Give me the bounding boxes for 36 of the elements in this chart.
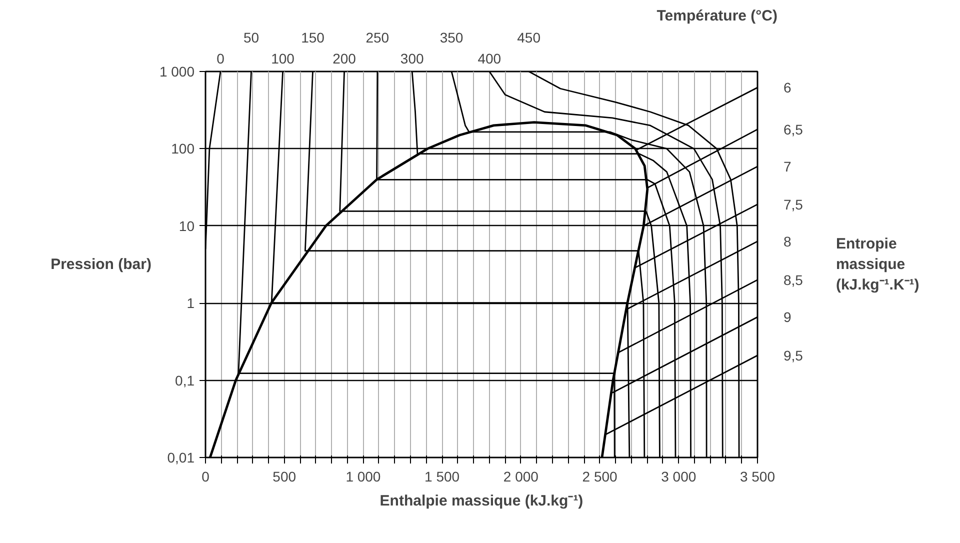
x-tick-label: 3 500 [740,468,776,484]
series-label: 8,5 [784,272,804,288]
y-tick-label: 1 000 [159,64,195,80]
series-label: 400 [478,50,502,66]
x-tick-label: 500 [272,468,296,484]
text: 350 [440,30,464,46]
text: 150 [301,30,325,46]
series-label: 50 [243,30,260,46]
series-label: 9,5 [784,347,804,364]
series-label: 7,5 [784,196,804,212]
text: 450 [517,30,541,46]
series-label: 6 [784,80,792,96]
y-tick-label: 0,1 [175,372,195,388]
y-tick-label: 10 [178,218,195,234]
y-tick-label: 1 [186,295,195,312]
series-label: 9 [784,309,792,326]
x-tick-label: 3 000 [661,468,696,484]
x-axis-title: Enthalpie massique (kJ.kg⁻¹) [380,492,584,510]
x-tick-label: 2 500 [582,468,618,484]
text: Température (°C) [656,8,778,24]
series-label: 300 [400,50,424,66]
y-tick-label: 0,01 [167,450,195,466]
series-label: 0 [216,50,225,66]
text: Entropie massique (kJ.kg⁻¹.K⁻¹) [836,236,920,294]
series-label: 8 [784,233,792,250]
series-label: 7 [784,158,792,174]
series-label: 6,5 [784,121,804,138]
text: 250 [366,30,390,46]
series-label: 200 [332,50,356,66]
x-tick-label: 2 000 [503,468,539,484]
x-tick-label: 0 [202,468,210,484]
y-tick-label: 100 [171,140,195,157]
x-tick-label: 1 500 [424,468,460,484]
y-axis-title: Pression (bar) [50,256,152,273]
series-label: 100 [271,50,295,66]
x-tick-label: 1 000 [346,468,381,484]
